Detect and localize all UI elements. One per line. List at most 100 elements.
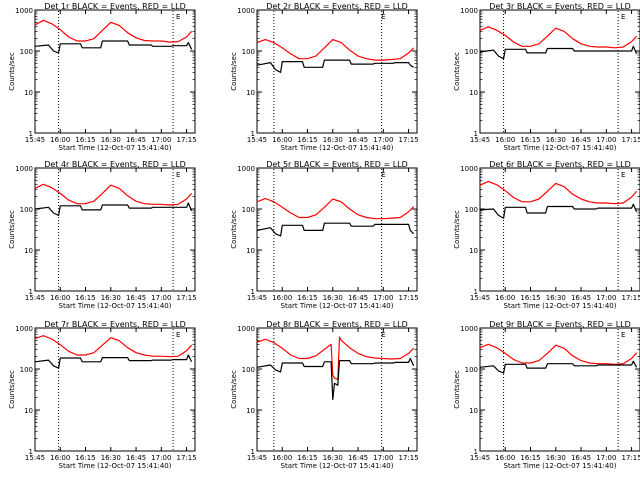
detector-panel-5: Det 5r BLACK = Events, RED = LLD 1 10 100 10… [230,160,419,310]
y-tick-label: 1 [251,288,255,296]
marker-label-e: E [176,171,180,179]
marker-label-e: E [381,13,385,21]
lld-series-line [34,183,193,206]
x-tick-label: 16:45 [348,294,368,302]
detector-panel-2: Det 2r BLACK = Events, RED = LLD 1 10 100 10… [230,2,419,152]
x-tick-label: 15:45 [25,136,45,144]
y-tick-label: 100 [242,366,255,374]
x-tick-label: 15:45 [247,454,267,462]
panel-title: Det 3r BLACK = Events, RED = LLD [489,2,631,11]
plot-frame [479,9,640,134]
marker-label-e: E [176,331,180,339]
y-tick-label: 100 [465,206,478,214]
x-tick-label: 17:00 [373,454,393,462]
y-axis-label: Counts/sec [8,210,16,249]
x-tick-label: 16:45 [348,136,368,144]
marker-label-e: E [621,171,625,179]
y-axis-label: Counts/sec [230,210,238,249]
y-tick-label: 10 [246,247,255,255]
x-tick-label: 16:45 [571,294,591,302]
x-axis-label: Start Time (12-Oct-07 15:41:40) [281,302,394,310]
y-tick-label: 1 [29,288,33,296]
x-tick-label: 17:00 [151,136,171,144]
x-tick-label: 16:30 [546,454,566,462]
lld-series-line [256,38,415,61]
panel-title: Det 6r BLACK = Events, RED = LLD [489,160,631,169]
x-tick-label: 16:45 [571,454,591,462]
y-axis-label: Counts/sec [453,52,461,91]
x-tick-label: 15:45 [470,294,490,302]
y-tick-label: 1000 [460,165,478,173]
y-tick-label: 1000 [15,7,33,15]
x-tick-label: 16:30 [101,454,121,462]
plot-frame [34,327,196,452]
y-tick-label: 1000 [15,325,33,333]
x-tick-label: 15:45 [470,454,490,462]
plot-frame [256,9,418,134]
x-tick-label: 17:00 [151,294,171,302]
y-axis-label: Counts/sec [8,52,16,91]
x-tick-label: 16:30 [101,294,121,302]
plot-frame [479,167,640,292]
x-axis-label: Start Time (12-Oct-07 15:41:40) [59,302,172,310]
y-tick-label: 10 [246,407,255,415]
x-tick-label: 16:00 [272,136,292,144]
detector-panel-9: Det 9r BLACK = Events, RED = LLD 1 10 100 10… [453,320,640,470]
y-tick-label: 100 [20,48,33,56]
x-tick-label: 17:15 [176,136,196,144]
detector-panel-6: Det 6r BLACK = Events, RED = LLD 1 10 100 10… [453,160,640,310]
x-tick-label: 16:30 [101,136,121,144]
x-tick-label: 16:00 [272,294,292,302]
marker-label-e: E [381,171,385,179]
x-axis-label: Start Time (12-Oct-07 15:41:40) [281,144,394,152]
panel-title: Det 1r BLACK = Events, RED = LLD [44,2,186,11]
y-tick-label: 10 [24,407,33,415]
x-axis-label: Start Time (12-Oct-07 15:41:40) [504,144,617,152]
y-axis-label: Counts/sec [230,52,238,91]
events-series-line [256,59,414,74]
y-tick-label: 1 [29,130,33,138]
x-axis-label: Start Time (12-Oct-07 15:41:40) [504,462,617,470]
y-tick-label: 1000 [237,7,255,15]
x-axis-label: Start Time (12-Oct-07 15:41:40) [504,302,617,310]
y-tick-label: 100 [465,366,478,374]
x-tick-label: 16:00 [495,454,515,462]
panel-title: Det 7r BLACK = Events, RED = LLD [44,320,186,329]
x-axis-label: Start Time (12-Oct-07 15:41:40) [59,462,172,470]
x-tick-label: 17:15 [398,294,418,302]
events-series-line [256,357,415,401]
x-tick-label: 15:45 [25,454,45,462]
y-axis-label: Counts/sec [230,370,238,409]
x-tick-label: 17:15 [621,294,640,302]
x-tick-label: 16:00 [272,454,292,462]
detector-panel-4: Det 4r BLACK = Events, RED = LLD 1 10 100 10… [8,160,197,310]
events-series-line [34,354,193,369]
y-tick-label: 1 [474,448,478,456]
y-tick-label: 10 [469,247,478,255]
y-tick-label: 100 [20,206,33,214]
lld-series-line [479,180,638,205]
x-tick-label: 16:15 [75,294,95,302]
y-tick-label: 100 [465,48,478,56]
x-tick-label: 16:30 [546,136,566,144]
y-tick-label: 100 [20,366,33,374]
lld-series-line [256,336,415,381]
x-tick-label: 16:15 [75,136,95,144]
y-tick-label: 10 [24,247,33,255]
plot-frame [479,327,640,452]
x-tick-label: 16:15 [297,294,317,302]
marker-label-e: E [621,13,625,21]
x-tick-label: 17:00 [373,136,393,144]
x-tick-label: 16:15 [297,454,317,462]
detector-panel-1: Det 1r BLACK = Events, RED = LLD 1 10 100 10… [8,2,197,152]
x-tick-label: 17:00 [373,294,393,302]
x-tick-label: 16:45 [348,454,368,462]
events-series-line [479,45,638,60]
x-tick-label: 16:30 [323,294,343,302]
detector-panel-7: Det 7r BLACK = Events, RED = LLD 1 10 100 10… [8,320,197,470]
x-tick-label: 16:00 [50,454,70,462]
x-tick-label: 16:15 [75,454,95,462]
x-tick-label: 17:15 [398,136,418,144]
x-tick-label: 15:45 [25,294,45,302]
x-tick-label: 16:00 [495,136,515,144]
